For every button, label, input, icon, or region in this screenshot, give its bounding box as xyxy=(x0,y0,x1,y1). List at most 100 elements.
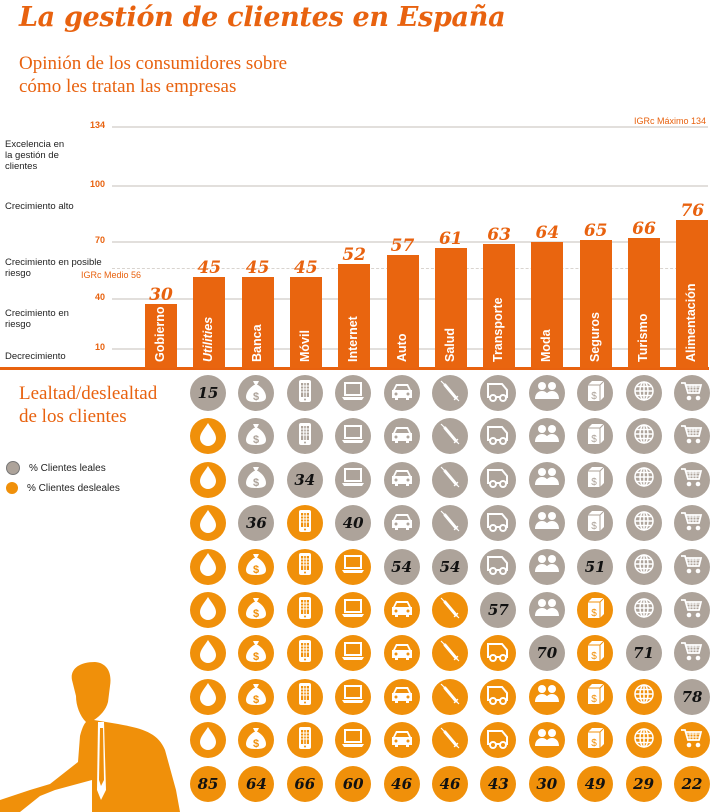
loyal-circle xyxy=(674,375,710,411)
loyal-circle xyxy=(383,505,420,542)
bar-value-label: 45 xyxy=(245,257,270,278)
box-icon: $ xyxy=(577,503,613,544)
loyal-circle xyxy=(528,503,565,544)
bar-category-label: Internet xyxy=(346,316,361,362)
drop-icon xyxy=(190,459,226,500)
disloyal-circle: $ xyxy=(238,676,275,717)
disloyal-value-circle: 85 xyxy=(190,765,226,802)
mobile-phone-icon xyxy=(287,676,323,717)
drop-icon xyxy=(190,546,226,587)
cart-icon xyxy=(674,373,710,414)
percent-value: 43 xyxy=(487,774,509,793)
truck-icon xyxy=(480,720,516,761)
drop-icon xyxy=(190,633,226,674)
box-icon: $ xyxy=(577,676,613,717)
cart-icon xyxy=(674,546,710,587)
loyal-value-circle: 36 xyxy=(238,505,275,542)
people-icon xyxy=(529,459,565,500)
loyal-circle xyxy=(625,459,662,500)
bar xyxy=(193,276,226,368)
syringe-icon xyxy=(432,373,468,414)
bar-category-label: Moda xyxy=(539,329,554,362)
bar-value-label: 57 xyxy=(390,235,415,256)
disloyal-circle xyxy=(528,720,565,761)
money-bag-icon: $ xyxy=(238,676,274,717)
people-icon xyxy=(529,720,565,761)
disloyal-value-circle: 66 xyxy=(286,765,323,802)
disloyal-circle: $ xyxy=(238,633,275,674)
bar-value-label: 45 xyxy=(294,257,318,278)
loyal-circle xyxy=(286,375,323,411)
y-tick-label: 10 xyxy=(94,342,105,352)
box-icon: $ xyxy=(577,416,613,457)
mobile-phone-icon xyxy=(287,720,323,761)
svg-text:$: $ xyxy=(591,738,597,749)
disloyal-circle: $ xyxy=(577,635,614,672)
disloyal-value-circle: 46 xyxy=(383,765,420,802)
disloyal-circle xyxy=(528,678,565,715)
disloyal-value-circle: 46 xyxy=(432,765,468,802)
bar-value-label: 63 xyxy=(487,224,511,245)
drop-icon xyxy=(190,676,226,717)
disloyal-circle: $ xyxy=(238,548,275,585)
disloyal-circle: $ xyxy=(577,592,614,628)
loyal-value-circle: 71 xyxy=(625,635,662,672)
svg-text:$: $ xyxy=(253,608,259,620)
globe-icon xyxy=(626,590,662,631)
loyal-circle xyxy=(432,505,468,542)
globe-icon xyxy=(626,459,662,500)
loyal-value-circle: 57 xyxy=(480,592,517,628)
disloyal-circle xyxy=(286,548,323,585)
legend-item-disloyal: % Clientes desleales xyxy=(6,482,120,494)
people-icon xyxy=(529,503,565,544)
svg-text:$: $ xyxy=(591,477,597,488)
loyal-circle xyxy=(480,418,517,455)
disloyal-circle xyxy=(674,722,710,759)
bar-value-label: 30 xyxy=(149,285,173,306)
loyal-circle xyxy=(432,459,468,500)
laptop-icon xyxy=(335,416,371,457)
disloyal-circle xyxy=(190,418,226,455)
truck-icon xyxy=(480,459,516,500)
disloyal-circle xyxy=(335,720,372,761)
disloyal-circle xyxy=(286,720,323,761)
bar-value-label: 65 xyxy=(583,221,608,242)
laptop-icon xyxy=(335,720,371,761)
cart-icon xyxy=(674,416,710,457)
mobile-phone-icon xyxy=(287,503,323,544)
disloyal-value-circle: 22 xyxy=(674,765,710,802)
loyal-circle xyxy=(674,592,710,628)
loyal-circle xyxy=(286,418,323,455)
disloyal-circle xyxy=(286,590,323,631)
loyal-circle xyxy=(625,548,662,585)
cart-icon xyxy=(674,590,710,631)
svg-text:$: $ xyxy=(253,391,259,403)
disloyal-value-circle: 43 xyxy=(480,765,517,802)
loyal-circle xyxy=(480,505,517,542)
syringe-icon xyxy=(432,459,468,500)
bar-value-label: 64 xyxy=(535,223,560,244)
bar-value-label: 45 xyxy=(197,257,222,278)
bar-value-label: 76 xyxy=(680,201,705,222)
loyal-circle xyxy=(674,505,710,542)
svg-text:$: $ xyxy=(591,434,597,445)
loyal-circle xyxy=(625,418,662,455)
loyal-value-circle: 34 xyxy=(286,461,323,498)
y-tick-label: 100 xyxy=(89,179,105,189)
disloyal-circle xyxy=(286,633,323,674)
y-tick-label: 40 xyxy=(94,292,105,302)
mobile-phone-icon xyxy=(287,633,323,674)
loyal-value-circle: 51 xyxy=(577,548,614,585)
svg-text:$: $ xyxy=(253,738,259,750)
bar xyxy=(289,276,322,368)
people-icon xyxy=(529,590,565,631)
percent-value: 15 xyxy=(197,384,219,402)
percent-value: 29 xyxy=(633,774,655,793)
money-bag-icon: $ xyxy=(238,633,274,674)
mobile-phone-icon xyxy=(287,590,323,631)
subtitle-line-1: Opinión de los consumidores sobre xyxy=(19,53,288,74)
loyal-circle xyxy=(625,375,662,411)
svg-text:$: $ xyxy=(253,477,259,489)
truck-icon xyxy=(480,633,516,674)
